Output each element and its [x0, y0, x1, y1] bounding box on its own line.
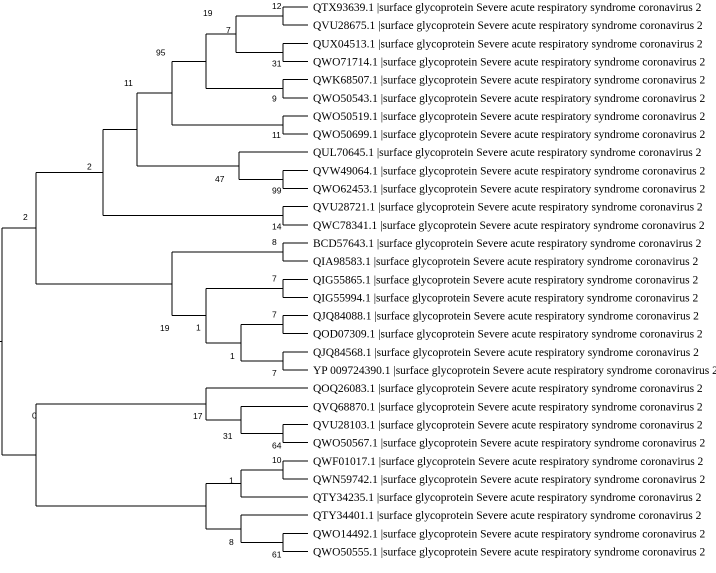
bootstrap-value: 9 — [272, 94, 277, 104]
bootstrap-value: 7 — [272, 310, 277, 320]
bootstrap-value: 2 — [87, 162, 92, 172]
bootstrap-value: 7 — [272, 273, 277, 283]
leaf-label: QWO50699.1 |surface glycoprotein Severe … — [313, 129, 705, 141]
leaf-label: BCD57643.1 |surface glycoprotein Severe … — [313, 238, 702, 250]
bootstrap-value: 95 — [156, 47, 166, 57]
bootstrap-value: 31 — [272, 58, 282, 68]
leaf-label: QTX93639.1 |surface glycoprotein Severe … — [313, 2, 702, 14]
leaf-label: QUL70645.1 |surface glycoprotein Severe … — [313, 147, 702, 159]
bootstrap-value: 2 — [23, 212, 28, 222]
bootstrap-value: 1 — [229, 475, 234, 485]
leaf-label: QOD07309.1 |surface glycoprotein Severe … — [313, 329, 703, 341]
bootstrap-value: 99 — [272, 185, 282, 195]
leaf-label: QTY34235.1 |surface glycoprotein Severe … — [313, 492, 702, 504]
bootstrap-value: 19 — [160, 323, 170, 333]
leaf-label: QVW49064.1 |surface glycoprotein Severe … — [313, 165, 705, 177]
leaf-label: QVU28721.1 |surface glycoprotein Severe … — [313, 202, 703, 214]
leaf-label: QWO71714.1 |surface glycoprotein Severe … — [313, 56, 705, 68]
leaf-label: QWO62453.1 |surface glycoprotein Severe … — [313, 184, 705, 196]
leaf-label: QWN59742.1 |surface glycoprotein Severe … — [313, 474, 705, 486]
leaf-label: QWF01017.1 |surface glycoprotein Severe … — [313, 456, 704, 468]
bootstrap-value: 14 — [272, 222, 282, 232]
leaf-label: QJQ84088.1 |surface glycoprotein Severe … — [313, 311, 699, 323]
leaf-label: QJQ84568.1 |surface glycoprotein Severe … — [313, 347, 699, 359]
bootstrap-value: 31 — [223, 431, 233, 441]
leaf-labels: QTX93639.1 |surface glycoprotein Severe … — [313, 2, 716, 559]
leaf-label: QIG55865.1 |surface glycoprotein Severe … — [313, 274, 698, 286]
leaf-label: QVU28103.1 |surface glycoprotein Severe … — [313, 419, 703, 431]
bootstrap-value: 47 — [215, 174, 225, 184]
bootstrap-value: 19 — [203, 8, 213, 18]
leaf-label: QUX04513.1 |surface glycoprotein Severe … — [313, 38, 703, 50]
leaf-label: QIA98583.1 |surface glycoprotein Severe … — [313, 256, 698, 268]
bootstrap-values: 1271931959111147992142819717171731641018… — [23, 1, 282, 559]
bootstrap-value: 1 — [196, 323, 201, 333]
leaf-label: QWO50555.1 |surface glycoprotein Severe … — [313, 547, 705, 559]
leaf-label: QVU28675.1 |surface glycoprotein Severe … — [313, 20, 703, 32]
leaf-label: QTY34401.1 |surface glycoprotein Severe … — [313, 510, 702, 522]
bootstrap-value: 61 — [272, 549, 282, 559]
leaf-label: QWO14492.1 |surface glycoprotein Severe … — [313, 528, 705, 540]
bootstrap-value: 0 — [32, 411, 37, 421]
leaf-label: QIG55994.1 |surface glycoprotein Severe … — [313, 292, 698, 304]
bootstrap-value: 1 — [230, 351, 235, 361]
leaf-label: QWO50567.1 |surface glycoprotein Severe … — [313, 438, 705, 450]
bootstrap-value: 8 — [272, 237, 277, 247]
bootstrap-value: 12 — [272, 1, 282, 11]
bootstrap-value: 7 — [226, 25, 231, 35]
tree-branches — [0, 6, 308, 552]
leaf-label: QOQ26083.1 |surface glycoprotein Severe … — [313, 383, 703, 395]
leaf-label: QWO50519.1 |surface glycoprotein Severe … — [313, 111, 705, 123]
bootstrap-value: 64 — [272, 441, 282, 451]
bootstrap-value: 8 — [229, 537, 234, 547]
bootstrap-value: 17 — [193, 411, 203, 421]
leaf-label: QWO50543.1 |surface glycoprotein Severe … — [313, 93, 705, 105]
leaf-label: QVQ68870.1 |surface glycoprotein Severe … — [313, 401, 703, 413]
bootstrap-value: 10 — [272, 455, 282, 465]
leaf-label: YP 009724390.1 |surface glycoprotein Sev… — [313, 365, 716, 377]
bootstrap-value: 11 — [272, 130, 281, 140]
bootstrap-value: 7 — [272, 368, 277, 378]
leaf-label: QWK68507.1 |surface glycoprotein Severe … — [313, 75, 705, 87]
leaf-label: QWC78341.1 |surface glycoprotein Severe … — [313, 220, 705, 232]
bootstrap-value: 11 — [124, 78, 133, 88]
